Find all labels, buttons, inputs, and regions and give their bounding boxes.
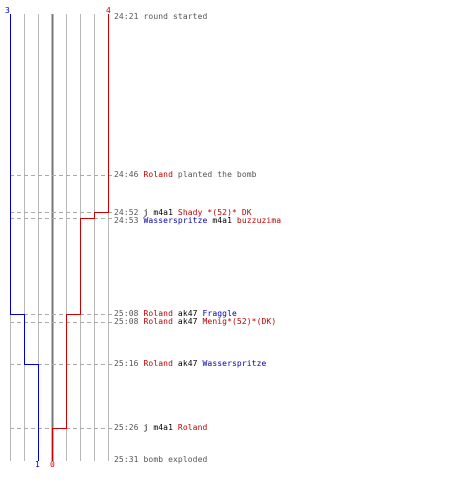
event-time: 25:08: [114, 309, 144, 318]
event-text: Roland: [143, 309, 173, 318]
event-text: Menig*(52)*(DK): [202, 317, 277, 326]
event-text: bomb exploded: [143, 455, 208, 464]
ct-start-count: 3: [5, 6, 10, 15]
event-time: 24:53: [114, 216, 144, 225]
t-start-count: 4: [106, 6, 111, 15]
ct-end-count: 1: [35, 460, 40, 469]
event-row: 24:53 Wasserspritze m4a1 buzzuzima: [114, 216, 281, 226]
event-time: 24:52: [114, 208, 144, 217]
event-row: 25:31 bomb exploded: [114, 455, 207, 465]
event-time: 25:26: [114, 423, 144, 432]
event-text: Roland: [143, 359, 173, 368]
event-time: 25:16: [114, 359, 144, 368]
event-time: 25:08: [114, 317, 144, 326]
event-row: 25:16 Roland ak47 Wasserspritze: [114, 359, 266, 369]
event-text: Wasserspritze: [202, 359, 267, 368]
event-row: 25:26 j m4a1 Roland: [114, 423, 207, 433]
event-row: 24:46 Roland planted the bomb: [114, 170, 257, 180]
event-text: Fraggle: [202, 309, 237, 318]
event-text: ak47: [173, 317, 203, 326]
event-text: Wasserspritze: [143, 216, 208, 225]
event-text: planted the bomb: [173, 170, 257, 179]
event-text: ak47: [173, 359, 203, 368]
event-time: 24:21: [114, 12, 144, 21]
t-end-count: 0: [50, 460, 55, 469]
event-text: j: [143, 423, 149, 432]
event-text: j: [143, 208, 149, 217]
event-time: 24:46: [114, 170, 144, 179]
event-text: Shady *(52)* DK: [177, 208, 252, 217]
event-row: 25:08 Roland ak47 Menig*(52)*(DK): [114, 317, 276, 327]
terrorist-alive-line: [52, 14, 109, 461]
event-row: 24:52 j m4a1 Shady *(52)* DK: [114, 208, 252, 218]
event-text: m4a1: [148, 208, 178, 217]
event-text: Roland: [177, 423, 208, 432]
counter-terrorist-alive-line: [10, 14, 39, 461]
event-row: 25:08 Roland ak47 Fraggle: [114, 309, 237, 319]
event-text: Roland: [143, 317, 173, 326]
event-text: Roland: [143, 170, 173, 179]
event-row: 24:21 round started: [114, 12, 207, 22]
event-text: ak47: [173, 309, 203, 318]
event-text: round started: [143, 12, 208, 21]
event-text: m4a1: [148, 423, 178, 432]
event-text: m4a1: [207, 216, 237, 225]
event-text: buzzuzima: [236, 216, 282, 225]
event-time: 25:31: [114, 455, 144, 464]
